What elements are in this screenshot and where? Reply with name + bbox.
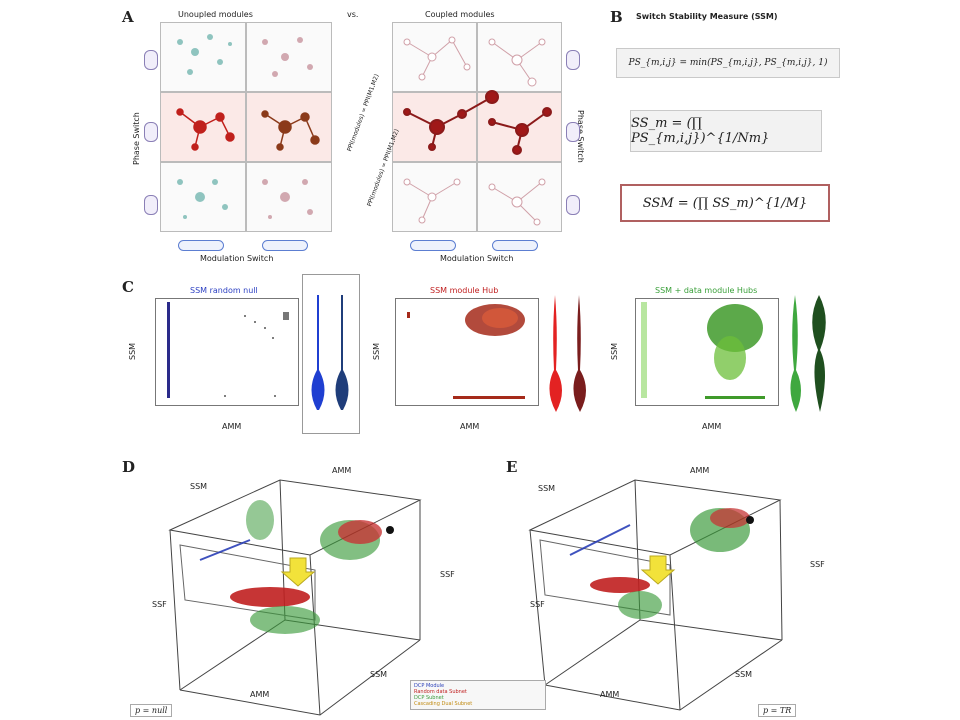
panel-a-right-grid: [392, 22, 562, 232]
c1-y-label: SSM: [128, 342, 137, 360]
d-axis-left-top: SSM: [190, 482, 208, 491]
modulation-off-pill-right: [410, 240, 456, 251]
grid-cell: [160, 22, 246, 92]
c3-violins: [790, 295, 826, 412]
c2-x-label: AMM: [460, 422, 480, 431]
legend-item-2: Random data Subnet: [414, 689, 467, 695]
c3-y-label: SSM: [610, 342, 619, 360]
c3-points: [641, 302, 765, 399]
panel-a-left-title: Unoupled modules: [178, 10, 253, 19]
d-axis-bottom-right: SSM: [370, 670, 388, 679]
phase-pill-mid: [144, 122, 158, 142]
d-axis-right: SSF: [440, 570, 455, 579]
c1-title: SSM random null: [190, 286, 258, 295]
c1-x-label: AMM: [222, 422, 242, 431]
panel-b-title: Switch Stability Measure (SSM): [636, 12, 778, 21]
formula-ssm-total-text: SSM = (∏ SS_m)^{1/M}: [642, 195, 808, 211]
c3-x-label: AMM: [702, 422, 722, 431]
panel-c-letter: C: [122, 278, 134, 296]
modulation-on-pill-right: [492, 240, 538, 251]
e-axis-bottom-left: AMM: [600, 690, 620, 699]
e-axis-bottom-right: SSM: [735, 670, 753, 679]
formula-ps-text: PS_{m,i,j} = min(PS_{m,i,j}, PS_{m,i,j},…: [628, 58, 828, 68]
panel-a-y-label-left: Phase Switch: [132, 112, 141, 165]
c1-scatter: [155, 298, 299, 406]
phase-pill-top: [144, 50, 158, 70]
panel-d-letter: D: [122, 458, 136, 476]
phase-pill-right-top: [566, 50, 580, 70]
modulation-off-pill: [178, 240, 224, 251]
d-axis-left: SSF: [152, 600, 167, 609]
panel-a-letter: A: [122, 8, 134, 26]
e-axis-right: SSF: [810, 560, 825, 569]
e-axis-left: SSF: [530, 600, 545, 609]
c2-title: SSM module Hub: [430, 286, 499, 295]
coupling-label-left: PPI(modules) = PPI(M1,M2): [346, 73, 381, 153]
panel-a-right-title: Coupled modules: [425, 10, 495, 19]
phase-pill-right-bot: [566, 195, 580, 215]
panel-b-letter: B: [610, 8, 623, 26]
panel-d-cube: [168, 479, 422, 716]
formula-ssm-total: SSM = (∏ SS_m)^{1/M}: [620, 184, 830, 222]
d-axis-top: AMM: [332, 466, 352, 475]
grid-cell: [477, 162, 562, 232]
formula-ssm-module: SS_m = (∏ PS_{m,i,j})^{1/Nm}: [630, 110, 822, 152]
c2-points: [407, 304, 525, 399]
e-axis-top: AMM: [690, 466, 710, 475]
c2-y-label: SSM: [372, 342, 381, 360]
grid-cell: [392, 92, 477, 162]
d-axis-bottom-left: AMM: [250, 690, 270, 699]
panel-a-vs: vs.: [347, 10, 359, 19]
c3-title: SSM + data module Hubs: [655, 286, 758, 295]
panel-a-x-label-left: Modulation Switch: [200, 254, 274, 263]
legend-item-4: Cascading Dual Subnet: [414, 701, 473, 707]
figure-legend: DCP Module Random data Subnet DCP Subnet…: [410, 680, 546, 710]
phase-pill-right-mid: [566, 122, 580, 142]
phase-pill-bot: [144, 195, 158, 215]
e-axis-left-top: SSM: [538, 484, 556, 493]
c1-violins: [311, 295, 349, 410]
panel-e-letter: E: [506, 458, 518, 476]
formula-ps: PS_{m,i,j} = min(PS_{m,i,j}, PS_{m,i,j},…: [616, 48, 840, 78]
panel-a-left-grid: [160, 22, 332, 232]
panel-a-x-label-right: Modulation Switch: [440, 254, 514, 263]
c1-points: [167, 302, 289, 398]
panel-e-cube: [528, 479, 783, 711]
panel-a-right-networks: [403, 36, 552, 226]
legend-item-3: DCP Subnet: [414, 695, 444, 701]
legend-item-1: DCP Module: [414, 683, 445, 689]
formula-ssm-module-text: SS_m = (∏ PS_{m,i,j})^{1/Nm}: [631, 116, 770, 146]
c2-violins: [549, 295, 586, 412]
c1-violin-frame: [302, 274, 360, 434]
panel-a-left-networks: [176, 34, 320, 219]
modulation-on-pill: [262, 240, 308, 251]
e-corner-tag: p = TR: [758, 704, 797, 717]
d-corner-tag: p = null: [130, 704, 173, 717]
